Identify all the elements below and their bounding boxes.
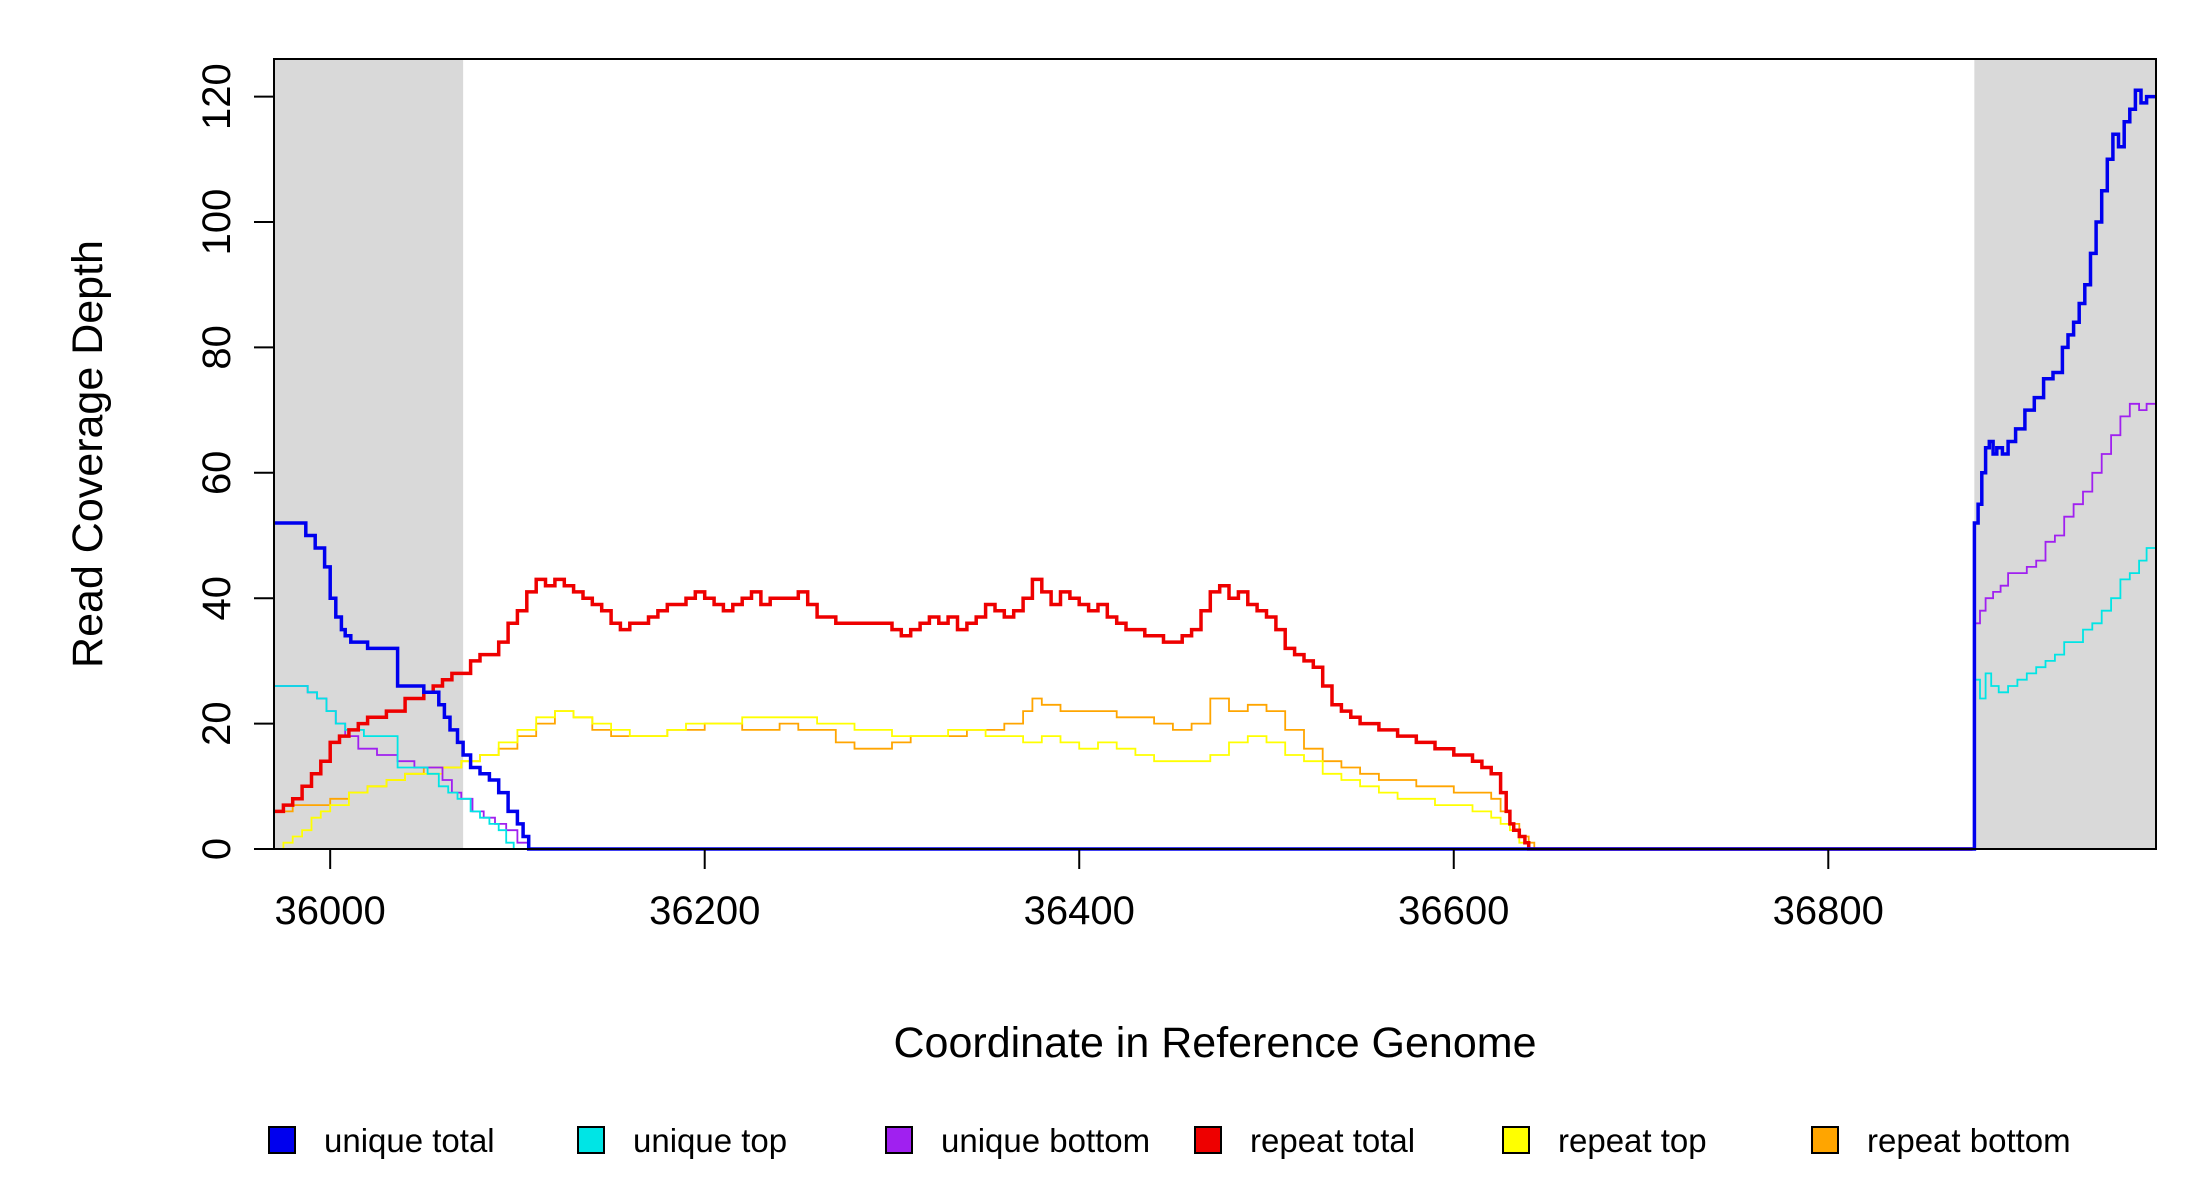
legend-label: repeat bottom xyxy=(1867,1122,2071,1159)
y-tick-label: 80 xyxy=(195,325,239,370)
x-axis: 36000 36200 36400 36600 36800 xyxy=(275,848,1884,933)
series-line-repeat-total xyxy=(274,577,1973,851)
legend-item-unique-bottom: unique bottom xyxy=(885,1122,1150,1159)
y-tick-label: 120 xyxy=(195,63,239,130)
legend-item-unique-total: unique total xyxy=(268,1122,495,1159)
shaded-region-1 xyxy=(274,59,464,849)
x-tick-label: 36200 xyxy=(649,889,760,933)
x-tick-label: 36000 xyxy=(275,889,386,933)
x-tick-label: 36800 xyxy=(1773,889,1884,933)
legend: unique total unique top unique bottom repea… xyxy=(268,1122,2071,1159)
x-tick-label: 36600 xyxy=(1398,889,1509,933)
legend-label: repeat total xyxy=(1250,1122,1415,1159)
legend-label: repeat top xyxy=(1558,1122,1707,1159)
y-tick-label: 0 xyxy=(195,838,239,860)
legend-item-repeat-total: repeat total xyxy=(1194,1122,1415,1159)
x-tick-label: 36400 xyxy=(1024,889,1135,933)
x-axis-label: Coordinate in Reference Genome xyxy=(894,1019,1537,1067)
shaded-regions xyxy=(274,59,2156,849)
series-lines xyxy=(274,88,2156,851)
series-line-repeat-top xyxy=(274,710,1973,850)
legend-swatch xyxy=(268,1126,296,1154)
legend-swatch xyxy=(1194,1126,1222,1154)
legend-item-repeat-top: repeat top xyxy=(1502,1122,1707,1159)
series-line-unique-total xyxy=(274,88,2156,851)
legend-swatch xyxy=(577,1126,605,1154)
legend-label: unique top xyxy=(633,1122,787,1159)
y-tick-label: 20 xyxy=(195,701,239,746)
y-axis-label: Read Coverage Depth xyxy=(64,240,112,668)
plot-border xyxy=(273,58,2157,850)
legend-label: unique total xyxy=(324,1122,495,1159)
y-tick-label: 60 xyxy=(195,451,239,496)
legend-swatch xyxy=(1811,1126,1839,1154)
y-tick-label: 100 xyxy=(195,189,239,256)
legend-swatch xyxy=(885,1126,913,1154)
series-line-unique-bottom xyxy=(274,402,2156,850)
series-line-repeat-bottom xyxy=(274,697,2156,850)
legend-item-unique-top: unique top xyxy=(577,1122,787,1159)
legend-swatch xyxy=(1502,1126,1530,1154)
y-tick-label: 40 xyxy=(195,576,239,621)
legend-item-repeat-bottom: repeat bottom xyxy=(1811,1122,2071,1159)
legend-label: unique bottom xyxy=(941,1122,1150,1159)
y-axis: 0 20 40 60 80 100 120 xyxy=(195,63,275,860)
